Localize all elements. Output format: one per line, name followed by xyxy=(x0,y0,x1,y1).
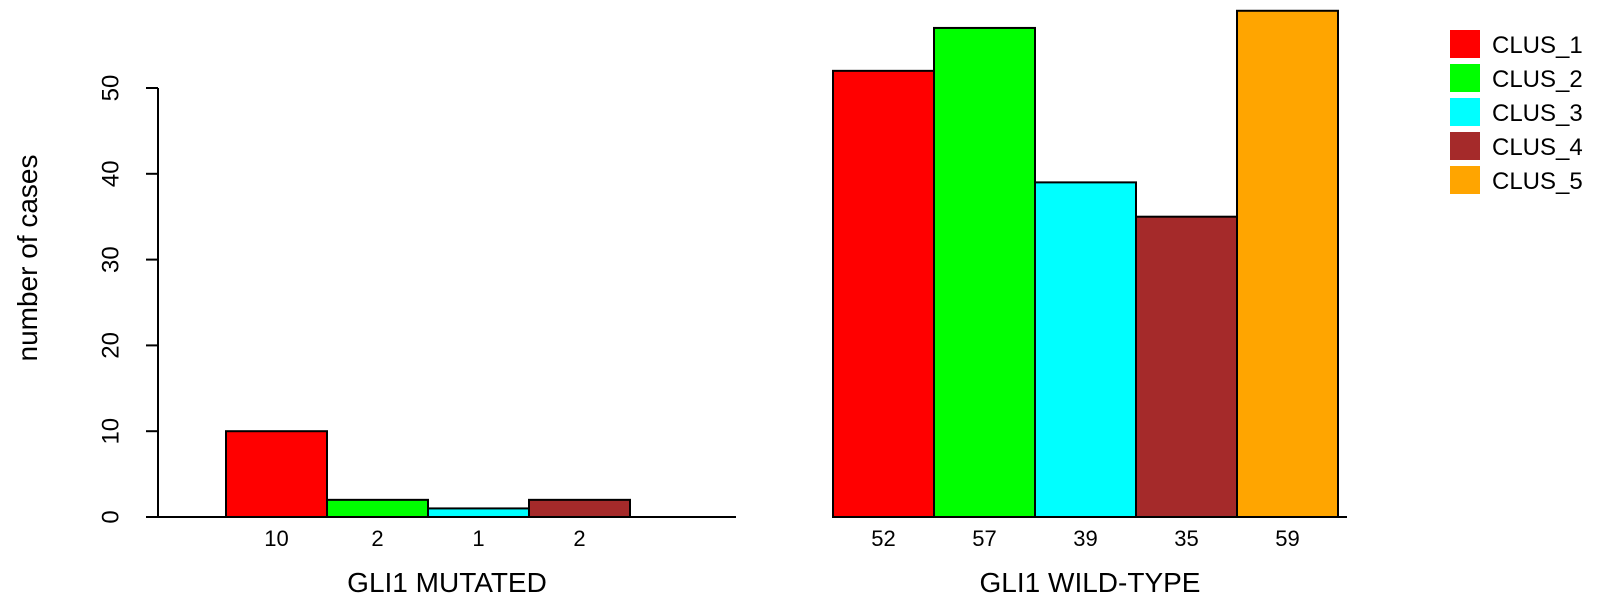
legend-item: CLUS_5 xyxy=(1450,166,1583,195)
bar xyxy=(832,69,935,518)
legend-label: CLUS_1 xyxy=(1492,32,1583,59)
bar-value-label: 59 xyxy=(1275,526,1299,551)
bar-value-label: 39 xyxy=(1073,526,1097,551)
bar-value-label: 10 xyxy=(264,526,288,551)
legend-swatch xyxy=(1450,166,1480,194)
bar xyxy=(427,507,530,519)
legend-item: CLUS_3 xyxy=(1450,98,1583,127)
bar-value-label: 1 xyxy=(472,526,484,551)
bar-value-label: 57 xyxy=(972,526,996,551)
bar xyxy=(326,498,429,518)
group-label: GLI1 MUTATED xyxy=(347,567,547,598)
bar xyxy=(1034,181,1137,518)
bar xyxy=(225,430,328,519)
y-tick-label: 50 xyxy=(97,75,124,102)
bar xyxy=(1236,9,1339,519)
bar-group: 52 57 39 35 59 GLI1 WILD-TYPE xyxy=(832,9,1347,598)
bar-value-label: 2 xyxy=(573,526,585,551)
legend-swatch xyxy=(1450,30,1480,58)
legend-item: CLUS_4 xyxy=(1450,132,1583,161)
legend-swatch xyxy=(1450,98,1480,126)
bar-group: 10 2 1 2 GLI1 MUTATED xyxy=(158,430,736,598)
legend-item: CLUS_2 xyxy=(1450,64,1583,93)
legend-swatch xyxy=(1450,64,1480,92)
bar-value-label: 2 xyxy=(371,526,383,551)
bar-value-label: 52 xyxy=(871,526,895,551)
bar-value-label: 35 xyxy=(1174,526,1198,551)
y-axis: 0 10 20 30 40 50 xyxy=(97,75,159,524)
legend-label: CLUS_3 xyxy=(1492,100,1583,127)
bar-groups: 10 2 1 2 GLI1 MUTATED 52 57 39 35 59 GLI1 WILD-TYP… xyxy=(158,9,1347,598)
y-tick-label: 40 xyxy=(97,160,124,187)
bar xyxy=(933,26,1036,518)
y-tick-label: 10 xyxy=(97,418,124,445)
y-axis-title: number of cases xyxy=(12,155,43,362)
legend-swatch xyxy=(1450,132,1480,160)
legend: CLUS_1 CLUS_2 CLUS_3 CLUS_4 CLUS_5 xyxy=(1450,30,1583,195)
legend-label: CLUS_2 xyxy=(1492,66,1583,93)
legend-item: CLUS_1 xyxy=(1450,30,1583,59)
group-label: GLI1 WILD-TYPE xyxy=(980,567,1201,598)
legend-label: CLUS_4 xyxy=(1492,134,1583,161)
bar xyxy=(1135,215,1238,518)
bar xyxy=(528,498,631,518)
y-tick-label: 20 xyxy=(97,332,124,359)
y-tick-label: 30 xyxy=(97,246,124,273)
legend-label: CLUS_5 xyxy=(1492,168,1583,195)
y-tick-label: 0 xyxy=(97,510,124,523)
